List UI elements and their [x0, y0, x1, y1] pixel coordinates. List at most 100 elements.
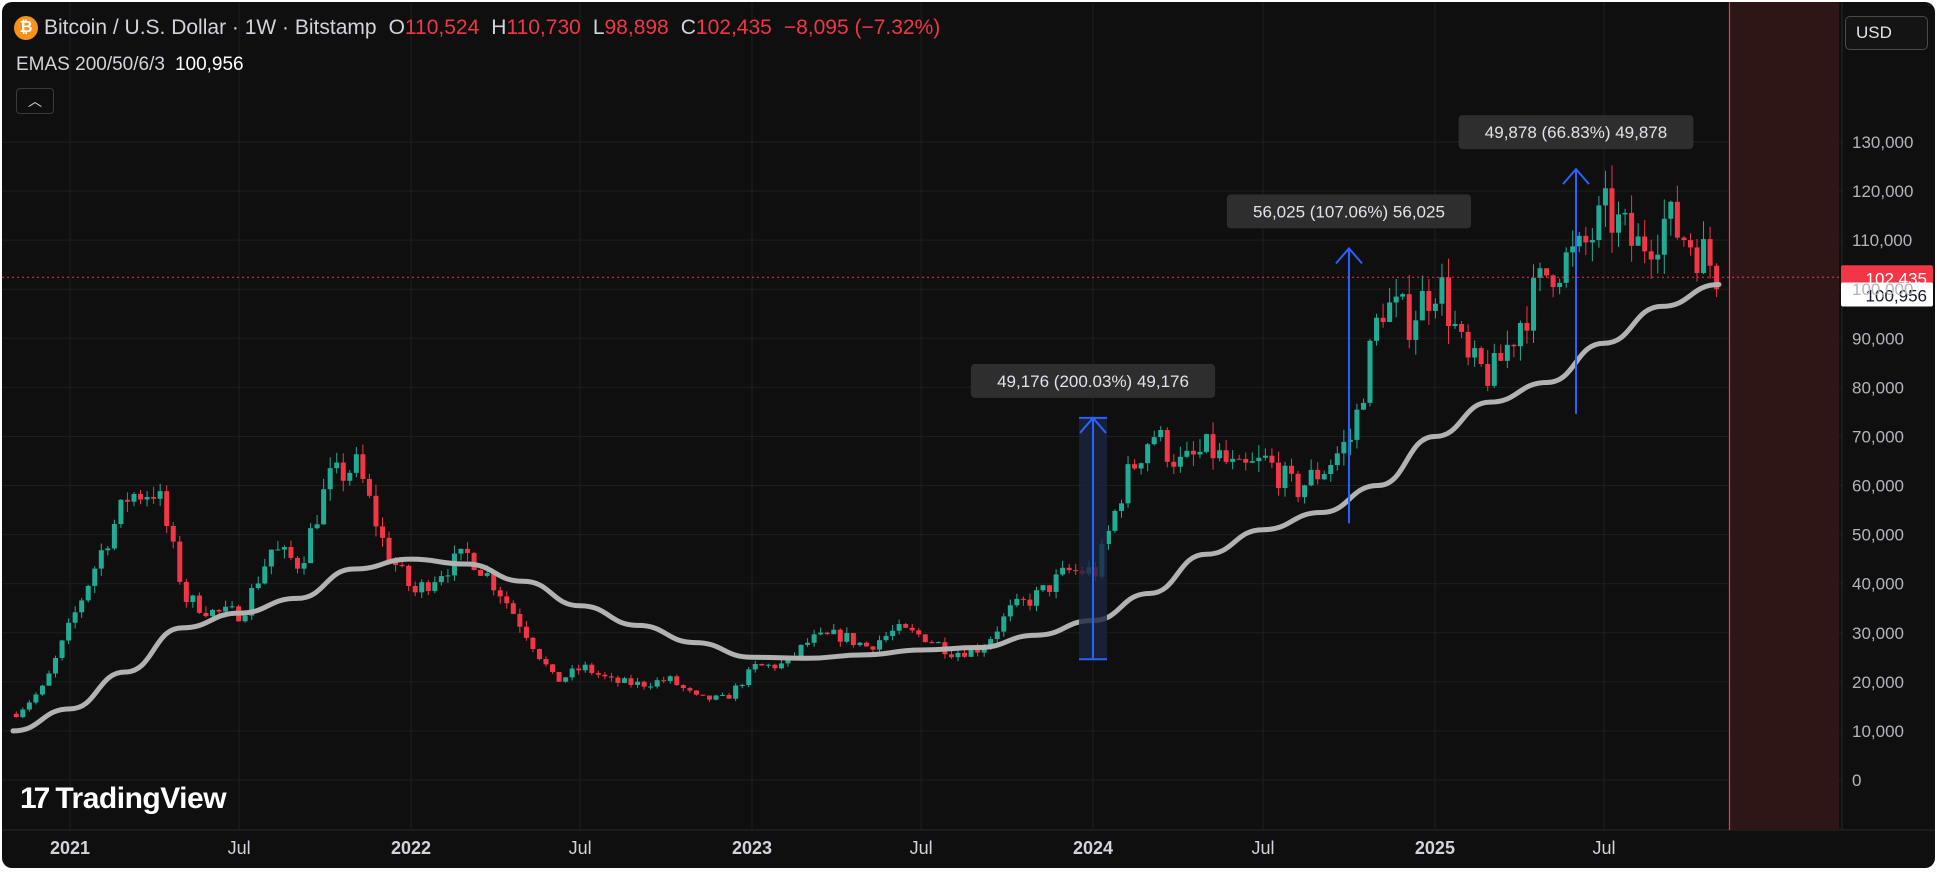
candle-body — [844, 632, 850, 642]
candle-body — [275, 549, 281, 551]
candle-body — [504, 596, 510, 604]
candle-body — [1387, 302, 1393, 322]
candle-body — [1707, 239, 1713, 266]
candle-body — [1315, 469, 1321, 480]
candle-body — [1642, 236, 1648, 252]
candle-body — [105, 548, 111, 551]
candle-body — [425, 582, 431, 592]
candle-body — [935, 642, 941, 644]
candle-body — [1066, 567, 1072, 571]
symbol-title[interactable]: Bitcoin / U.S. Dollar · 1W · Bitstamp — [44, 16, 377, 39]
candle-body — [242, 615, 248, 622]
candle-body — [1426, 290, 1432, 311]
measure-label: 49,878 (66.83%) 49,878 — [1485, 123, 1667, 142]
candle-body — [536, 648, 542, 660]
candle-body — [883, 635, 889, 641]
candle-body — [700, 694, 706, 696]
y-tick-label: 100,000 — [1852, 280, 1913, 299]
candle-body — [138, 493, 144, 500]
candle-body — [1380, 317, 1386, 322]
candle-body — [72, 612, 78, 623]
collapse-legend-button[interactable]: ︿ — [16, 88, 54, 114]
candle-body — [1190, 450, 1196, 455]
candle-body — [589, 664, 595, 674]
candle-body — [1308, 469, 1314, 486]
x-tick-label: Jul — [910, 838, 933, 858]
candle-body — [59, 640, 65, 658]
candle-body — [1282, 465, 1288, 488]
candle-body — [1269, 455, 1275, 463]
candle-body — [386, 537, 392, 562]
candle-body — [746, 669, 752, 685]
y-tick-label: 130,000 — [1852, 133, 1913, 152]
candle-body — [445, 575, 451, 577]
candle-body — [20, 709, 26, 718]
candle-body — [406, 565, 412, 586]
candle-body — [1164, 430, 1170, 462]
candle-body — [621, 678, 627, 683]
candle-body — [752, 663, 758, 670]
candle-body — [471, 553, 477, 570]
candle-body — [733, 685, 739, 699]
candle-body — [170, 526, 176, 542]
candle-body — [510, 603, 516, 614]
y-tick-label: 30,000 — [1852, 624, 1904, 643]
candle-body — [308, 528, 314, 564]
candle-body — [1583, 235, 1589, 243]
tradingview-logo[interactable]: 17 TradingView — [20, 782, 227, 816]
candle-body — [1132, 464, 1138, 469]
candle-body — [1262, 455, 1268, 458]
candle-body — [92, 568, 98, 586]
x-tick-label: 2022 — [391, 838, 431, 858]
candle-body — [595, 673, 601, 675]
y-tick-label: 0 — [1852, 771, 1861, 790]
y-tick-label: 80,000 — [1852, 378, 1904, 397]
candle-body — [693, 690, 699, 695]
candle-body — [1334, 453, 1340, 466]
candle-body — [353, 454, 359, 473]
candle-body — [1530, 277, 1536, 331]
candle-body — [602, 674, 608, 677]
candle-body — [1459, 323, 1465, 332]
candle-body — [975, 647, 981, 653]
x-tick-label: 2025 — [1415, 838, 1455, 858]
candle-body — [929, 642, 935, 644]
candle-body — [1112, 510, 1118, 531]
candle-body — [1537, 268, 1543, 278]
candle-body — [1177, 456, 1183, 467]
candle-body — [360, 454, 366, 479]
candle-body — [948, 654, 954, 658]
candle-body — [667, 676, 673, 681]
candle-body — [1354, 409, 1360, 440]
candle-body — [1694, 247, 1700, 274]
indicator-legend[interactable]: EMAS 200/50/6/3 100,956 — [16, 54, 244, 76]
measurements: 49,176 (200.03%) 49,176 56,025 (107.06%) … — [970, 115, 1694, 661]
candle-body — [1602, 188, 1608, 206]
candle-body — [1256, 457, 1262, 462]
candle-body — [1047, 585, 1053, 592]
candle-body — [1393, 296, 1399, 303]
candle-body — [419, 582, 425, 593]
x-tick-label: Jul — [1593, 838, 1616, 858]
low-label: L — [592, 16, 605, 39]
candle-body — [1596, 205, 1602, 241]
candle-body — [1347, 439, 1353, 442]
candle-body — [1687, 240, 1693, 248]
candle-body — [968, 647, 974, 657]
candle-body — [1544, 268, 1550, 276]
candle-body — [576, 668, 582, 671]
candle-body — [1328, 465, 1334, 475]
currency-selector[interactable]: USD — [1845, 16, 1928, 50]
candle-body — [1158, 430, 1164, 438]
candle-body — [1452, 323, 1458, 327]
y-tick-label: 110,000 — [1852, 231, 1912, 250]
measure-label: 56,025 (107.06%) 56,025 — [1253, 202, 1445, 221]
candle-body — [550, 664, 556, 673]
candle-body — [831, 629, 837, 635]
candle-body — [432, 582, 438, 592]
candle-body — [1668, 201, 1674, 219]
candle-body — [530, 637, 536, 649]
candle-body — [164, 491, 170, 527]
